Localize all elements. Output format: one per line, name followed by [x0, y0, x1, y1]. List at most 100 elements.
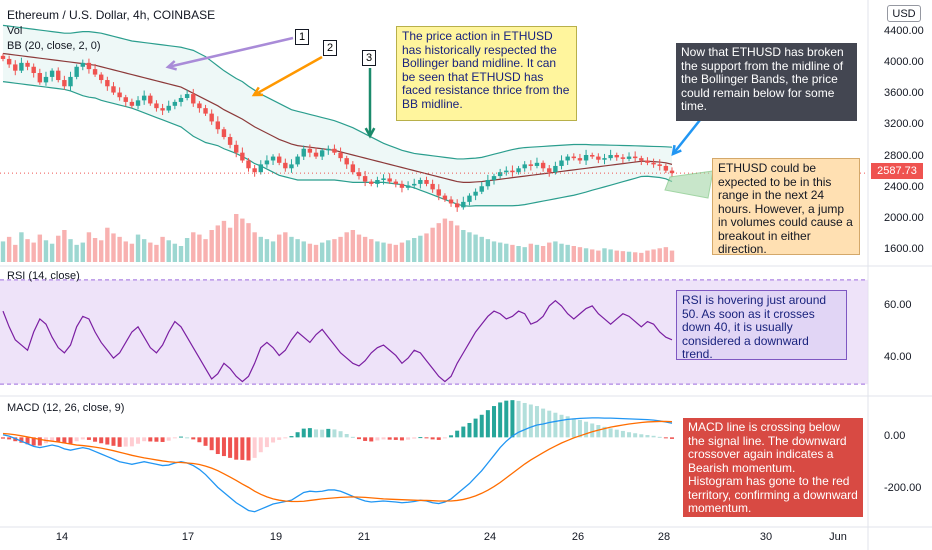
candle-body	[412, 183, 417, 186]
volume-bar	[148, 242, 153, 262]
macd-histogram-bar	[209, 437, 214, 451]
volume-bar	[504, 243, 509, 262]
volume-bar	[651, 249, 656, 262]
macd-histogram-bar	[178, 436, 183, 438]
candle-body	[141, 95, 147, 101]
macd-histogram-bar	[492, 406, 497, 438]
candle-body	[491, 176, 497, 180]
volume-bar	[6, 236, 12, 262]
volume-bar	[19, 232, 24, 262]
volume-bar	[332, 239, 337, 262]
note-rsi: RSI is hovering just around 50. As soon …	[676, 290, 847, 361]
macd-histogram-bar	[136, 437, 141, 444]
volume-bar	[92, 238, 98, 262]
candle-body	[326, 148, 331, 151]
macd-histogram-bar	[633, 433, 638, 438]
candle-body	[258, 164, 263, 173]
volume-bar	[276, 234, 282, 262]
macd-histogram-bar	[608, 428, 613, 438]
rsi-line	[2, 299, 673, 383]
macd-histogram-bar	[111, 437, 116, 446]
candle-body	[424, 180, 429, 184]
volume-bar	[338, 236, 343, 262]
macd-axis-tick: 0.00	[884, 430, 906, 443]
candle-body	[559, 160, 564, 166]
candle-body	[479, 186, 484, 192]
volume-bar	[510, 244, 515, 262]
macd-histogram-bar	[197, 437, 202, 443]
marker-2: 2	[323, 40, 337, 56]
candle-body	[504, 170, 509, 173]
macd-histogram-bar	[166, 437, 171, 441]
candle-body	[467, 195, 472, 202]
candle-body	[528, 164, 534, 166]
time-axis-tick: 14	[55, 531, 69, 543]
volume-bar	[639, 252, 644, 262]
volume-bar	[252, 232, 257, 262]
currency-button[interactable]: USD	[887, 5, 921, 22]
volume-bar	[160, 236, 165, 262]
volume-bar	[516, 246, 521, 262]
candle-body	[516, 168, 521, 173]
candle-body	[289, 164, 294, 169]
candle-body	[19, 62, 24, 71]
price-axis-tick: 2800.00	[884, 149, 924, 162]
volume-bar	[405, 240, 411, 262]
volume-bar	[74, 244, 79, 262]
time-axis-tick: 30	[759, 531, 773, 543]
volume-bar	[528, 243, 534, 262]
price-axis-tick: 2000.00	[884, 212, 924, 225]
candle-body	[172, 101, 178, 106]
macd-histogram-bar	[627, 432, 632, 438]
macd-histogram-bar	[86, 437, 91, 440]
macd-histogram-bar	[620, 430, 625, 438]
macd-histogram-bar	[215, 437, 220, 455]
time-axis-tick: Jun	[829, 531, 847, 543]
candle-body	[43, 76, 49, 83]
macd-histogram-bar	[449, 435, 454, 438]
note-macd: MACD line is crossing below the signal l…	[683, 418, 863, 517]
candle-body	[68, 76, 73, 87]
volume-bar	[62, 230, 67, 262]
volume-bar	[448, 220, 454, 262]
volume-bar	[49, 243, 55, 262]
macd-histogram-bar	[246, 437, 251, 461]
price-axis-tick: 2400.00	[884, 180, 924, 193]
volume-bar	[172, 243, 178, 262]
candle-body	[454, 203, 460, 208]
macd-histogram-bar	[99, 437, 104, 444]
volume-bar	[184, 238, 190, 262]
arrow-1	[167, 36, 294, 69]
macd-histogram-bar	[326, 428, 331, 438]
macd-histogram-bar	[50, 437, 55, 442]
macd-histogram-bar	[418, 437, 423, 439]
macd-histogram-bar	[314, 429, 319, 438]
macd-histogram-bar	[522, 402, 527, 438]
volume-bar	[240, 218, 245, 262]
arrow-breakdown	[672, 119, 701, 155]
candle-body	[620, 157, 626, 159]
marker-1: 1	[295, 29, 309, 45]
macd-histogram-bar	[80, 437, 85, 440]
macd-histogram-bar	[25, 437, 30, 445]
volume-bar	[129, 243, 135, 262]
macd-histogram-bar	[7, 437, 12, 440]
volume-bar	[461, 230, 466, 262]
bollinger-upper-line	[2, 24, 673, 160]
candle-body	[197, 103, 202, 109]
macd-histogram-bar	[584, 421, 589, 438]
volume-bar	[135, 234, 141, 262]
candle-body	[62, 80, 67, 87]
volume-bar	[117, 236, 122, 262]
volume-bar	[111, 233, 116, 262]
volume-bar	[608, 249, 613, 262]
candle-body	[614, 155, 619, 158]
candle-body	[135, 100, 141, 106]
volume-bar	[418, 235, 423, 262]
candle-body	[123, 97, 128, 102]
macd-histogram-bar	[399, 437, 404, 441]
volume-bar	[209, 230, 214, 262]
volume-bar	[68, 239, 73, 262]
rsi-axis-tick: 60.00	[884, 298, 912, 311]
candle-body	[375, 180, 380, 184]
